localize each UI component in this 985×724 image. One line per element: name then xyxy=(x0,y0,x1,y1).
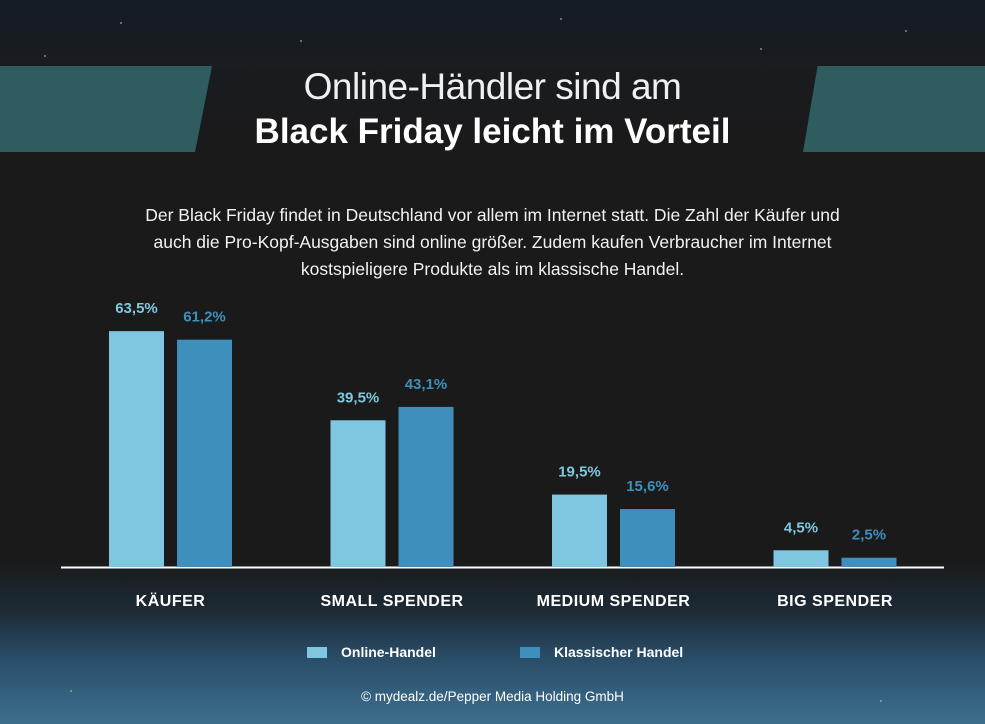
star-decoration xyxy=(760,48,762,50)
star-decoration xyxy=(905,30,907,32)
value-label-klassisch-2: 15,6% xyxy=(626,478,669,495)
category-label-3: BIG SPENDER xyxy=(777,593,893,610)
chart-legend: Online-Handel Klassischer Handel xyxy=(0,644,985,664)
star-decoration xyxy=(880,700,882,702)
bar-klassisch-1 xyxy=(398,406,454,567)
bar-klassisch-2 xyxy=(620,509,675,567)
star-decoration xyxy=(300,40,302,42)
value-label-online-2: 19,5% xyxy=(558,464,601,481)
title-banner-left xyxy=(0,66,212,152)
value-label-online-1: 39,5% xyxy=(337,389,380,406)
bar-online-0 xyxy=(109,331,164,567)
legend-item-klassisch: Klassischer Handel xyxy=(520,644,683,660)
bar-klassisch-0 xyxy=(177,339,232,567)
legend-label-klassisch: Klassischer Handel xyxy=(554,644,684,660)
value-label-online-0: 63,5% xyxy=(115,300,158,317)
category-label-2: MEDIUM SPENDER xyxy=(537,593,691,610)
value-label-klassisch-3: 2,5% xyxy=(852,527,886,544)
bar-online-3 xyxy=(773,550,829,567)
category-label-0: KÄUFER xyxy=(136,592,206,610)
star-decoration xyxy=(560,18,562,20)
subtitle-text: Der Black Friday findet in Deutschland v… xyxy=(145,205,840,279)
star-decoration xyxy=(44,55,46,57)
bar-online-2 xyxy=(552,494,607,567)
star-decoration xyxy=(70,690,72,692)
bar-klassisch-3 xyxy=(841,557,897,567)
value-label-online-3: 4,5% xyxy=(784,519,818,536)
title-line-2: Black Friday leicht im Vorteil xyxy=(254,112,731,151)
legend-item-online: Online-Handel xyxy=(307,644,436,660)
legend-swatch-online xyxy=(307,646,327,658)
copyright-footer: © mydealz.de/Pepper Media Holding GmbH xyxy=(361,689,624,704)
title-banner-right xyxy=(803,66,985,152)
star-decoration xyxy=(120,22,122,24)
bar-online-1 xyxy=(330,420,386,567)
legend-label-online: Online-Handel xyxy=(341,644,436,660)
category-label-1: SMALL SPENDER xyxy=(320,593,463,610)
legend-swatch-klassisch xyxy=(520,646,540,658)
value-label-klassisch-0: 61,2% xyxy=(183,309,226,326)
title-line-1: Online-Händler sind am xyxy=(303,66,682,107)
value-label-klassisch-1: 43,1% xyxy=(405,376,448,393)
